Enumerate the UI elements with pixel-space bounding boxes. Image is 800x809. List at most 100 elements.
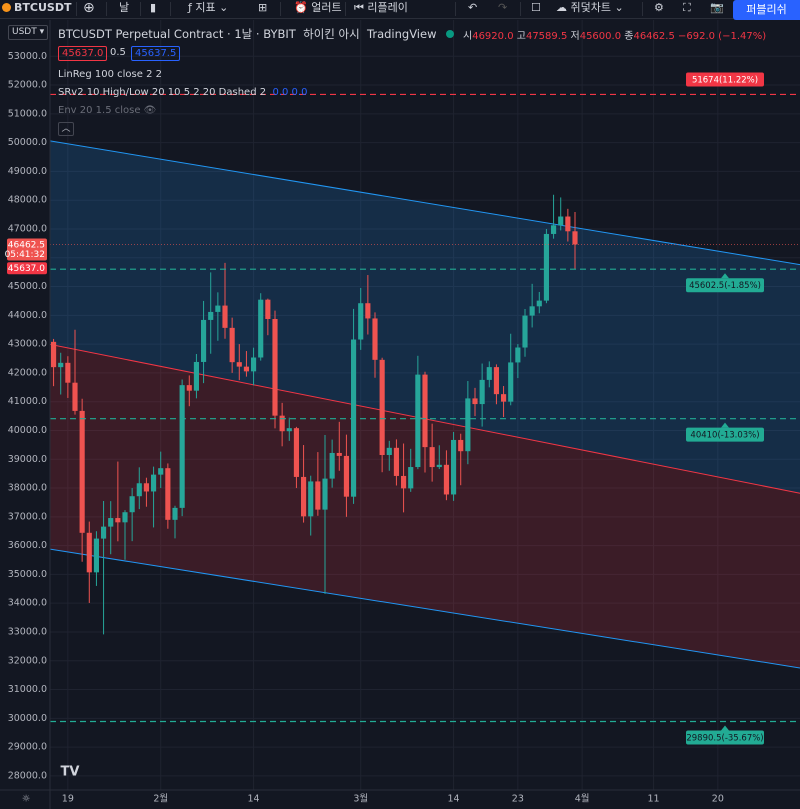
fullscreen[interactable]: ⛶ [683, 1, 691, 14]
candle-body [215, 305, 221, 312]
sell-button[interactable]: 45637.0 [58, 46, 108, 61]
candle-body [408, 467, 414, 489]
candle-body [272, 318, 278, 416]
y-tick-label: 33000.0 [8, 626, 47, 637]
countdown-label: 05:41:32 [5, 250, 45, 260]
candle-body [536, 300, 542, 307]
candle-body [151, 474, 157, 492]
symbol-button[interactable]: BTCUSDT [2, 0, 71, 18]
candle-body [336, 452, 342, 456]
candle-body [79, 410, 85, 533]
legend-title-row: BTCUSDT Perpetual Contract · 1날 · BYBIT … [58, 26, 455, 42]
add-symbol[interactable]: ⊕ [83, 0, 95, 16]
indicators-button[interactable]: ƒ 지표 ⌄ [188, 1, 229, 14]
interval[interactable]: 날 [119, 1, 130, 14]
candle-body [58, 362, 64, 368]
candle-body [572, 231, 578, 245]
legend-style: 하이킨 아시 [303, 27, 360, 41]
candle-body [372, 318, 378, 360]
candle-body [343, 455, 349, 497]
candle-body [101, 526, 107, 539]
y-tick-label: 40000.0 [8, 425, 47, 436]
level-label: 51674(11.22%) [692, 75, 758, 85]
candle-body [315, 481, 321, 510]
candle-body [193, 361, 199, 391]
candle-body [143, 483, 149, 492]
y-tick-label: 31000.0 [8, 684, 47, 695]
candle-body [51, 341, 57, 368]
y-tick-label: 49000.0 [8, 166, 47, 177]
candle-body [451, 439, 457, 495]
candle-body [529, 306, 535, 316]
settings[interactable]: ⚙ [654, 1, 664, 14]
y-tick-label: 30000.0 [8, 713, 47, 724]
x-tick-label: 20 [712, 794, 724, 805]
level-label: 29890.5(-35.67%) [686, 733, 763, 743]
candle-body [393, 447, 399, 476]
candle-body [365, 303, 371, 319]
bid-label: 45637.0 [8, 264, 45, 274]
undo[interactable]: ↶ [468, 1, 478, 14]
indicators: 지표 [195, 1, 216, 14]
currency-button[interactable]: USDT ▾ [8, 25, 49, 40]
candle-body [229, 327, 235, 363]
candle-body [72, 382, 78, 411]
tv-logo: 𝗧𝗩 [61, 765, 80, 780]
ohlc-change: −692.0 (−1.47%) [678, 31, 767, 42]
study-row: SRv2 10 High/Low 20 10 5 2 20 Dashed 2 0… [58, 87, 307, 98]
replay: 리플레이 [367, 1, 408, 14]
publish-button[interactable]: 퍼블리쉬 [733, 0, 800, 20]
level-label-box [686, 278, 764, 293]
ohlc-label: 종 [624, 31, 634, 42]
ohlc-label: 저 [570, 31, 580, 42]
y-tick-label: 32000.0 [8, 655, 47, 666]
x-tick-label: 19 [62, 794, 74, 805]
layout-name: 쥐덫차트 [570, 1, 611, 14]
chart-type[interactable]: ▮ [150, 1, 157, 14]
y-tick-label: 42000.0 [8, 367, 47, 378]
layout-button[interactable]: ☁ 쥐덫차트 ⌄ [556, 1, 624, 14]
candle-body [308, 481, 314, 517]
y-tick-label: 45000.0 [8, 281, 47, 292]
snapshot[interactable]: 📷 [710, 1, 724, 14]
candle-body [136, 483, 142, 497]
study-values: 0.0 0.0 [272, 87, 308, 98]
settings-icon: ☼ [22, 794, 31, 805]
study: LinReg 100 close 2 2 [58, 69, 162, 80]
y-tick-label: 53000.0 [8, 51, 47, 62]
candle-body [258, 299, 264, 358]
level-label-box [686, 72, 764, 87]
candle-body [301, 476, 307, 517]
alert-button[interactable]: ⏰ 얼러트 [294, 1, 342, 14]
candle-body [222, 305, 228, 328]
redo[interactable]: ↷ [498, 1, 508, 14]
layout-single[interactable]: ☐ [531, 1, 541, 14]
buy-button[interactable]: 45637.5 [131, 46, 181, 61]
market-status [446, 30, 455, 38]
candle-body [165, 468, 171, 520]
candle-body [236, 362, 242, 367]
candle-body [493, 367, 499, 395]
candle-body [186, 385, 192, 391]
legend-ohlc: 시46920.0 고47589.5 저45600.0 종46462.5 −692… [463, 27, 766, 42]
candle-body [65, 362, 71, 383]
candle-body [265, 299, 271, 319]
templates[interactable]: ⊞ [258, 1, 268, 14]
candle-body [543, 233, 549, 301]
y-tick-label: 43000.0 [8, 339, 47, 350]
candle-body [293, 428, 299, 477]
y-tick-label: 36000.0 [8, 540, 47, 551]
candle-body [279, 415, 285, 432]
ohlc-label: 시 [463, 31, 473, 42]
replay-button[interactable]: ⏮ 리플레이 [354, 1, 408, 14]
y-tick-label: 38000.0 [8, 483, 47, 494]
collapse-legend[interactable]: ︿ [58, 122, 74, 136]
y-tick-label: 47000.0 [8, 223, 47, 234]
candle-body [172, 507, 178, 520]
x-tick-label: 2월 [153, 793, 168, 805]
currency: USDT [12, 27, 37, 37]
candle-body [551, 225, 557, 234]
candle-body [86, 532, 92, 573]
spread: 0.5 [110, 47, 126, 58]
candle-body [508, 362, 514, 402]
